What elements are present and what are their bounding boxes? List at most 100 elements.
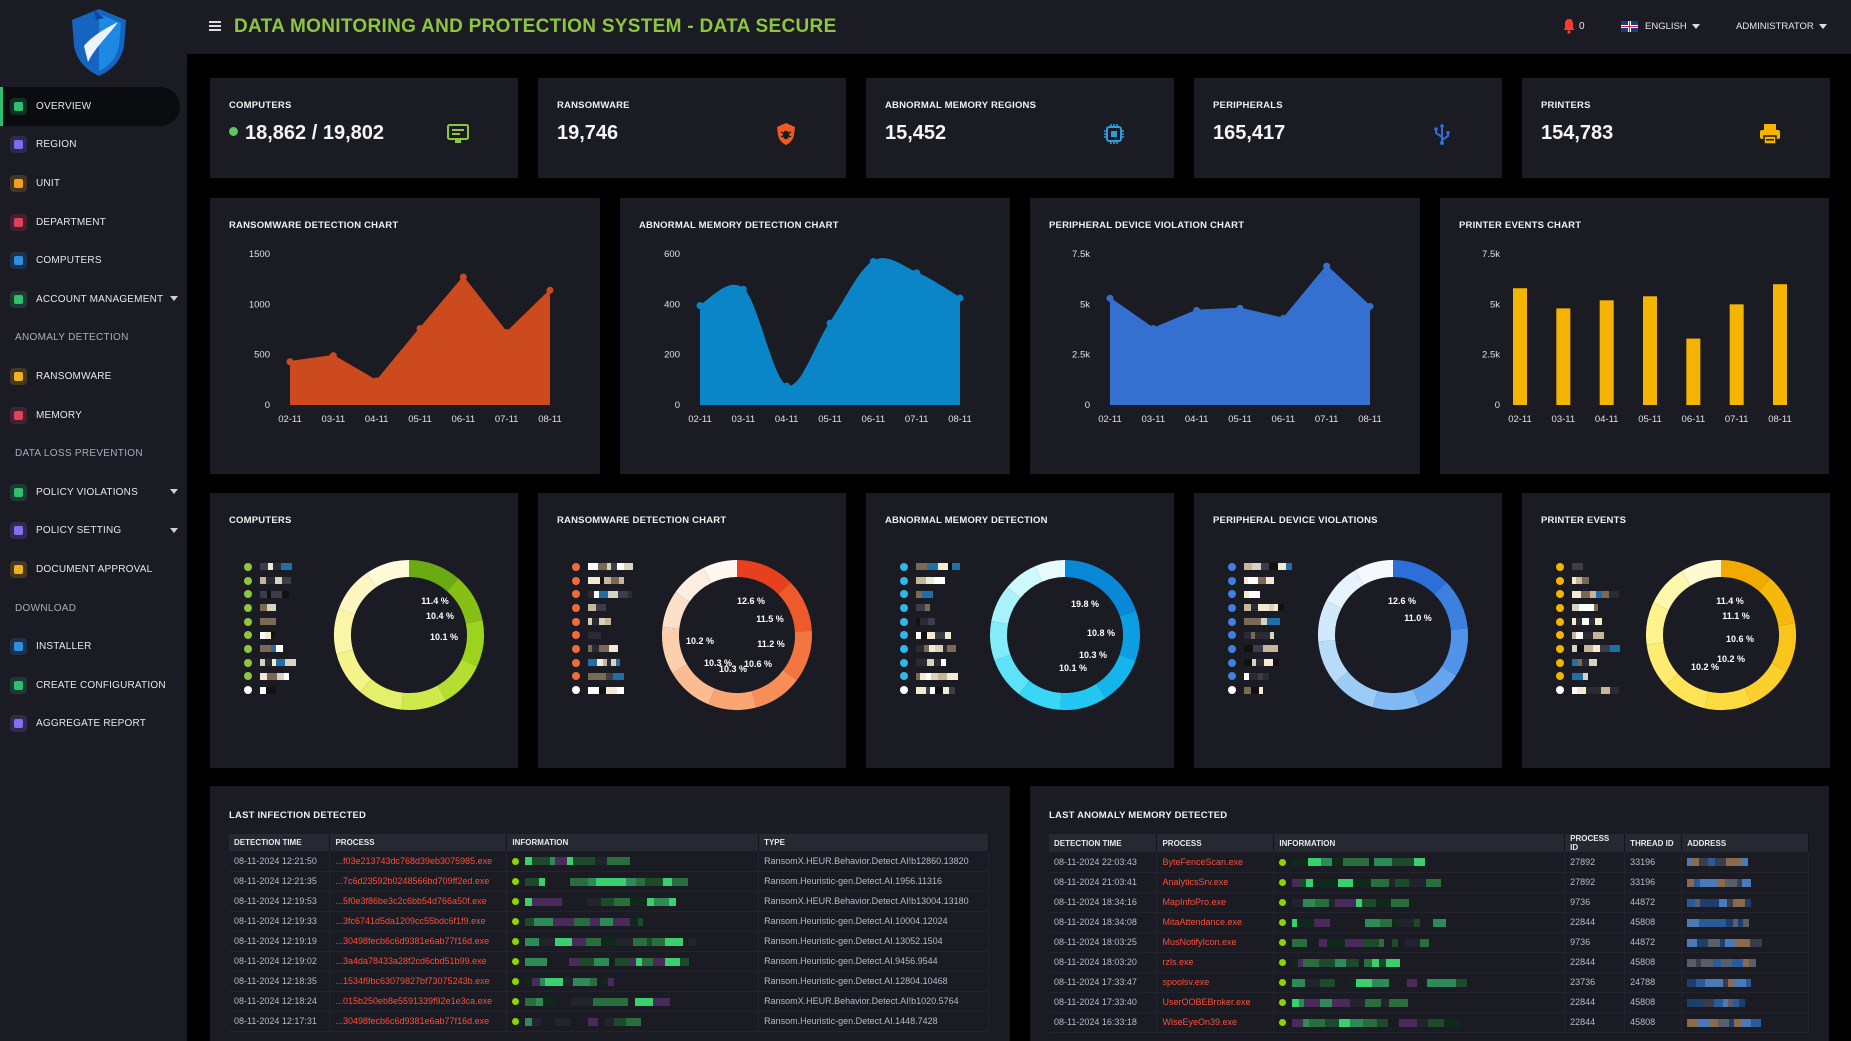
table-row[interactable]: 08-11-2024 18:34:08 MitaAttendance.exe 228… xyxy=(1049,912,1809,933)
bar-08-11[interactable] xyxy=(1773,284,1787,405)
data-point-02-11[interactable] xyxy=(1106,294,1114,302)
column-header[interactable]: INFORMATION xyxy=(506,834,760,851)
legend-item[interactable] xyxy=(900,560,960,574)
data-point-07-11[interactable] xyxy=(913,269,921,277)
data-point-02-11[interactable] xyxy=(286,358,294,366)
table-row[interactable]: 08-11-2024 17:33:40 UserOOBEBroker.exe 228… xyxy=(1049,992,1809,1013)
legend-item[interactable] xyxy=(900,601,960,615)
legend-item[interactable] xyxy=(572,615,633,629)
data-point-05-11[interactable] xyxy=(416,324,424,332)
table-row[interactable]: 08-11-2024 12:19:33 ...3fc6741d5da1209cc5… xyxy=(229,911,989,932)
legend-item[interactable] xyxy=(244,670,296,684)
donut-slice[interactable] xyxy=(1721,560,1771,592)
donut-slice[interactable] xyxy=(334,608,355,655)
legend-item[interactable] xyxy=(1228,628,1292,642)
donut-slice[interactable] xyxy=(675,567,711,602)
data-point-06-11[interactable] xyxy=(869,258,877,266)
table-row[interactable]: 08-11-2024 12:21:50 ...f03e213743dc768d39… xyxy=(229,851,989,872)
uk-flag-icon[interactable] xyxy=(1621,21,1638,32)
donut-slice[interactable] xyxy=(1019,680,1062,710)
column-header[interactable]: INFORMATION xyxy=(1273,834,1566,852)
table-row[interactable]: 08-11-2024 17:33:47 spoolsv.exe 23736 24788 xyxy=(1049,972,1809,993)
language-selector[interactable]: ENGLISH xyxy=(1645,21,1700,32)
donut-slice[interactable] xyxy=(401,685,446,710)
data-point-04-11[interactable] xyxy=(1193,306,1201,314)
table-row[interactable]: 08-11-2024 12:18:24 ...015b250eb8e5591339… xyxy=(229,991,989,1012)
donut-slice[interactable] xyxy=(1665,673,1709,709)
sidebar-item-installer[interactable]: INSTALLER xyxy=(0,627,187,666)
legend-item[interactable] xyxy=(572,642,633,656)
donut-slice[interactable] xyxy=(1318,600,1342,642)
legend-item[interactable] xyxy=(900,670,960,684)
sidebar-item-account-management[interactable]: ACCOUNT MANAGEMENT xyxy=(0,280,187,319)
sidebar-item-unit[interactable]: UNIT xyxy=(0,164,187,203)
table-row[interactable]: 08-11-2024 12:17:31 ...30498fecb6c6d9381e… xyxy=(229,1011,989,1032)
bar-05-11[interactable] xyxy=(1643,296,1657,405)
legend-item[interactable] xyxy=(1556,587,1620,601)
donut-slice[interactable] xyxy=(1434,582,1468,630)
bell-icon[interactable] xyxy=(1562,18,1576,34)
column-header[interactable]: THREAD ID xyxy=(1624,834,1683,852)
donut-slice[interactable] xyxy=(783,630,812,681)
bar-07-11[interactable] xyxy=(1729,304,1744,405)
legend-item[interactable] xyxy=(244,601,296,615)
column-header[interactable]: PROCESS xyxy=(1156,834,1275,852)
donut-slice[interactable] xyxy=(1355,560,1393,585)
legend-item[interactable] xyxy=(1228,642,1292,656)
donut-slice[interactable] xyxy=(990,620,1011,661)
legend-item[interactable] xyxy=(1556,628,1620,642)
legend-item[interactable] xyxy=(900,683,960,697)
data-point-03-11[interactable] xyxy=(739,285,747,293)
legend-item[interactable] xyxy=(1228,656,1292,670)
data-point-08-11[interactable] xyxy=(1366,302,1374,310)
column-header[interactable]: DETECTION TIME xyxy=(229,834,331,851)
donut-slice[interactable] xyxy=(778,582,812,632)
legend-item[interactable] xyxy=(900,628,960,642)
table-row[interactable]: 08-11-2024 18:03:20 rzls.exe 22844 45808 xyxy=(1049,952,1809,973)
bar-03-11[interactable] xyxy=(1556,308,1571,405)
notification-count[interactable]: 0 xyxy=(1579,21,1585,32)
legend-item[interactable] xyxy=(244,587,296,601)
sidebar-item-policy-violations[interactable]: POLICY VIOLATIONS xyxy=(0,473,187,512)
sidebar-item-create-configuration[interactable]: CREATE CONFIGURATION xyxy=(0,666,187,705)
donut-slice[interactable] xyxy=(1646,602,1669,645)
legend-item[interactable] xyxy=(1556,670,1620,684)
data-point-07-11[interactable] xyxy=(503,329,511,337)
legend-item[interactable] xyxy=(572,560,633,574)
donut-slice[interactable] xyxy=(1096,654,1136,699)
donut-slice[interactable] xyxy=(461,620,485,667)
donut-slice[interactable] xyxy=(708,688,757,710)
legend-item[interactable] xyxy=(900,587,960,601)
donut-slice[interactable] xyxy=(1744,663,1787,704)
donut-slice[interactable] xyxy=(737,560,791,595)
legend-item[interactable] xyxy=(1556,574,1620,588)
legend-item[interactable] xyxy=(572,574,633,588)
legend-item[interactable] xyxy=(900,656,960,670)
data-point-04-11[interactable] xyxy=(783,382,791,390)
table-row[interactable]: 08-11-2024 12:18:35 ...1534f9bc63079827bf… xyxy=(229,971,989,992)
donut-slice[interactable] xyxy=(1704,687,1752,710)
sidebar-item-department[interactable]: DEPARTMENT xyxy=(0,203,187,242)
table-row[interactable]: 08-11-2024 12:19:19 ...30498fecb6c6d9381e… xyxy=(229,931,989,952)
donut-slice[interactable] xyxy=(1119,610,1140,661)
donut-slice[interactable] xyxy=(1771,623,1796,672)
data-point-05-11[interactable] xyxy=(826,319,834,327)
donut-slice[interactable] xyxy=(1393,560,1447,595)
bar-02-11[interactable] xyxy=(1513,288,1527,405)
legend-item[interactable] xyxy=(1228,587,1292,601)
donut-slice[interactable] xyxy=(437,659,478,701)
data-point-02-11[interactable] xyxy=(696,302,704,310)
legend-item[interactable] xyxy=(572,670,633,684)
table-row[interactable]: 08-11-2024 12:21:35 ...7c6d23592b0248566b… xyxy=(229,871,989,892)
table-row[interactable]: 08-11-2024 12:19:02 ...3a4da78433a28f2cd6… xyxy=(229,951,989,972)
donut-slice[interactable] xyxy=(1646,642,1678,686)
legend-item[interactable] xyxy=(1228,574,1292,588)
donut-slice[interactable] xyxy=(1413,666,1457,706)
donut-slice[interactable] xyxy=(991,587,1021,625)
legend-item[interactable] xyxy=(244,560,296,574)
donut-slice[interactable] xyxy=(338,573,377,615)
donut-slice[interactable] xyxy=(1681,560,1721,586)
donut-slice[interactable] xyxy=(1326,570,1364,609)
donut-slice[interactable] xyxy=(1441,628,1468,676)
legend-item[interactable] xyxy=(1228,560,1292,574)
